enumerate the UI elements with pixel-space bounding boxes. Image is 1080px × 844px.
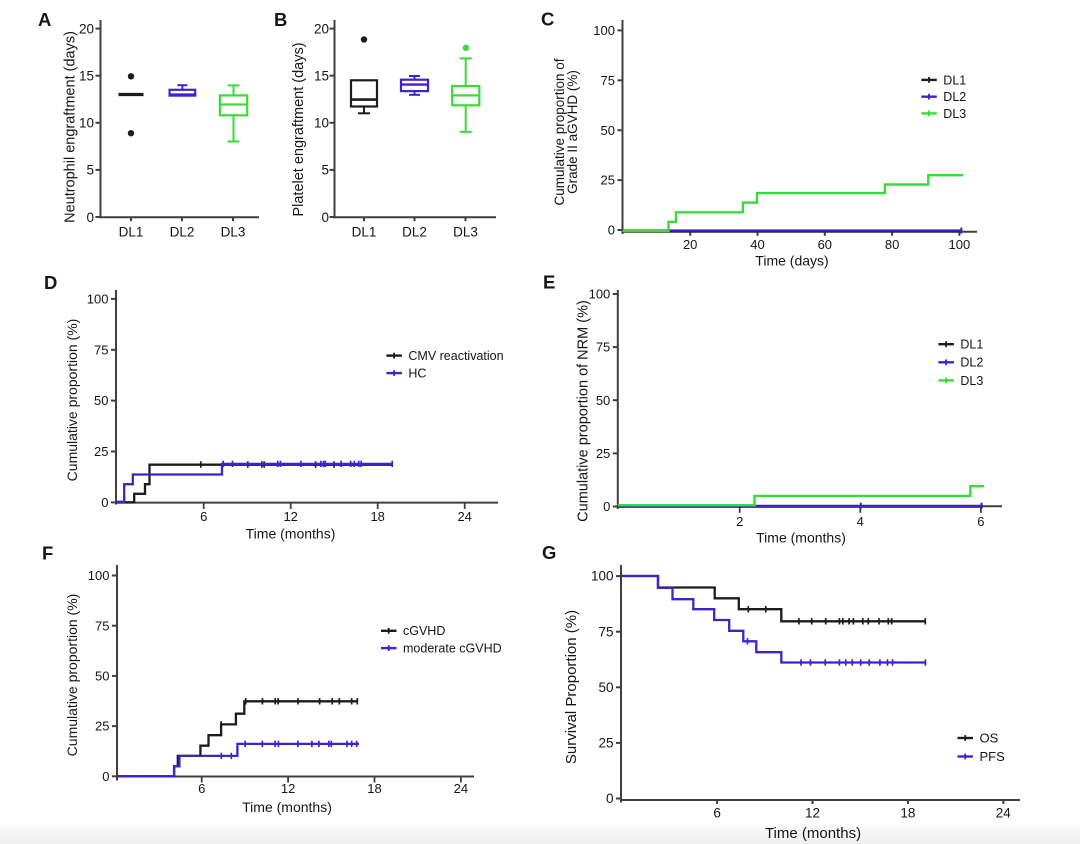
svg-text:75: 75 — [95, 618, 109, 633]
svg-text:6: 6 — [977, 514, 984, 529]
svg-text:Time (months): Time (months) — [756, 530, 846, 546]
svg-text:C: C — [541, 9, 554, 30]
svg-text:75: 75 — [598, 624, 613, 639]
svg-text:F: F — [42, 543, 53, 564]
svg-text:DL3: DL3 — [221, 225, 246, 240]
svg-text:D: D — [44, 272, 57, 293]
svg-text:0: 0 — [321, 210, 329, 225]
svg-text:5: 5 — [321, 163, 329, 178]
svg-text:12: 12 — [283, 509, 297, 524]
svg-text:60: 60 — [818, 237, 832, 252]
svg-text:100: 100 — [88, 568, 110, 583]
svg-text:25: 25 — [596, 446, 610, 461]
svg-text:DL1: DL1 — [943, 73, 966, 87]
svg-text:15: 15 — [314, 69, 329, 84]
svg-text:HC: HC — [408, 367, 426, 381]
svg-text:0: 0 — [102, 769, 109, 784]
svg-text:100: 100 — [591, 569, 614, 584]
svg-text:0: 0 — [608, 223, 615, 238]
svg-text:24: 24 — [457, 509, 471, 524]
svg-text:Neutrophil engraftment (days): Neutrophil engraftment (days) — [63, 31, 79, 223]
svg-text:12: 12 — [281, 781, 295, 796]
svg-text:cGVHD: cGVHD — [403, 624, 445, 638]
svg-text:DL3: DL3 — [960, 374, 983, 388]
svg-text:2: 2 — [736, 514, 743, 529]
svg-text:DL3: DL3 — [943, 107, 966, 121]
svg-text:Time (months): Time (months) — [242, 799, 332, 815]
svg-text:CMV reactivation: CMV reactivation — [408, 349, 503, 363]
svg-text:50: 50 — [601, 123, 615, 138]
svg-text:100: 100 — [589, 287, 611, 302]
svg-text:Time (months): Time (months) — [246, 526, 336, 542]
svg-text:75: 75 — [596, 340, 610, 355]
svg-text:80: 80 — [885, 237, 899, 252]
svg-text:50: 50 — [95, 669, 109, 684]
svg-text:moderate cGVHD: moderate cGVHD — [403, 642, 502, 656]
svg-text:25: 25 — [95, 719, 109, 734]
svg-text:0: 0 — [101, 495, 108, 510]
svg-text:Survival Proportion (%): Survival Proportion (%) — [563, 610, 580, 764]
svg-text:25: 25 — [601, 173, 615, 188]
svg-text:Time (days): Time (days) — [755, 253, 828, 269]
svg-text:PFS: PFS — [980, 749, 1006, 764]
svg-text:15: 15 — [79, 69, 94, 84]
svg-text:DL2: DL2 — [943, 90, 966, 104]
svg-text:20: 20 — [314, 21, 329, 36]
svg-text:0: 0 — [603, 499, 610, 514]
svg-text:25: 25 — [598, 736, 613, 751]
svg-text:5: 5 — [86, 163, 94, 178]
svg-text:DL1: DL1 — [119, 225, 144, 240]
svg-text:Cumulative proportion of: Cumulative proportion of — [552, 58, 567, 205]
svg-text:100: 100 — [949, 237, 971, 252]
svg-text:100: 100 — [87, 292, 109, 307]
svg-text:Grade II aGVHD (%): Grade II aGVHD (%) — [565, 70, 580, 194]
svg-text:75: 75 — [601, 73, 615, 88]
svg-text:12: 12 — [805, 806, 820, 821]
svg-text:10: 10 — [314, 116, 329, 131]
svg-text:Cumulative proportion (%): Cumulative proportion (%) — [64, 594, 80, 757]
svg-text:6: 6 — [200, 509, 207, 524]
svg-text:E: E — [543, 271, 555, 292]
svg-text:20: 20 — [79, 21, 94, 36]
svg-text:DL2: DL2 — [402, 225, 427, 240]
svg-text:DL2: DL2 — [960, 356, 983, 370]
svg-text:18: 18 — [367, 781, 381, 796]
svg-text:G: G — [542, 542, 556, 563]
svg-text:50: 50 — [94, 393, 108, 408]
svg-text:A: A — [38, 9, 51, 30]
svg-text:75: 75 — [94, 342, 108, 357]
svg-text:0: 0 — [86, 210, 94, 225]
svg-text:6: 6 — [713, 806, 721, 821]
svg-text:50: 50 — [598, 680, 613, 695]
svg-text:OS: OS — [980, 730, 999, 745]
svg-text:6: 6 — [198, 781, 205, 796]
svg-text:100: 100 — [593, 23, 615, 38]
svg-text:24: 24 — [454, 781, 468, 796]
svg-text:B: B — [274, 9, 287, 30]
svg-text:18: 18 — [900, 806, 915, 821]
svg-text:20: 20 — [683, 237, 697, 252]
svg-text:4: 4 — [857, 514, 864, 529]
svg-text:DL1: DL1 — [960, 338, 983, 352]
svg-text:Cumulative proportion (%): Cumulative proportion (%) — [64, 319, 80, 482]
svg-text:0: 0 — [606, 791, 614, 806]
svg-text:Cumulative proportion of NRM (: Cumulative proportion of NRM (%) — [576, 300, 592, 522]
svg-text:Platelet engraftment (days): Platelet engraftment (days) — [291, 42, 307, 216]
svg-text:DL2: DL2 — [170, 225, 195, 240]
svg-text:50: 50 — [596, 393, 610, 408]
svg-text:18: 18 — [370, 509, 384, 524]
svg-text:Time (months): Time (months) — [765, 825, 861, 842]
svg-text:DL1: DL1 — [352, 225, 377, 240]
svg-text:24: 24 — [996, 806, 1012, 821]
svg-text:25: 25 — [94, 444, 108, 459]
svg-text:10: 10 — [79, 116, 94, 131]
svg-text:40: 40 — [750, 237, 764, 252]
svg-text:DL3: DL3 — [453, 225, 478, 240]
